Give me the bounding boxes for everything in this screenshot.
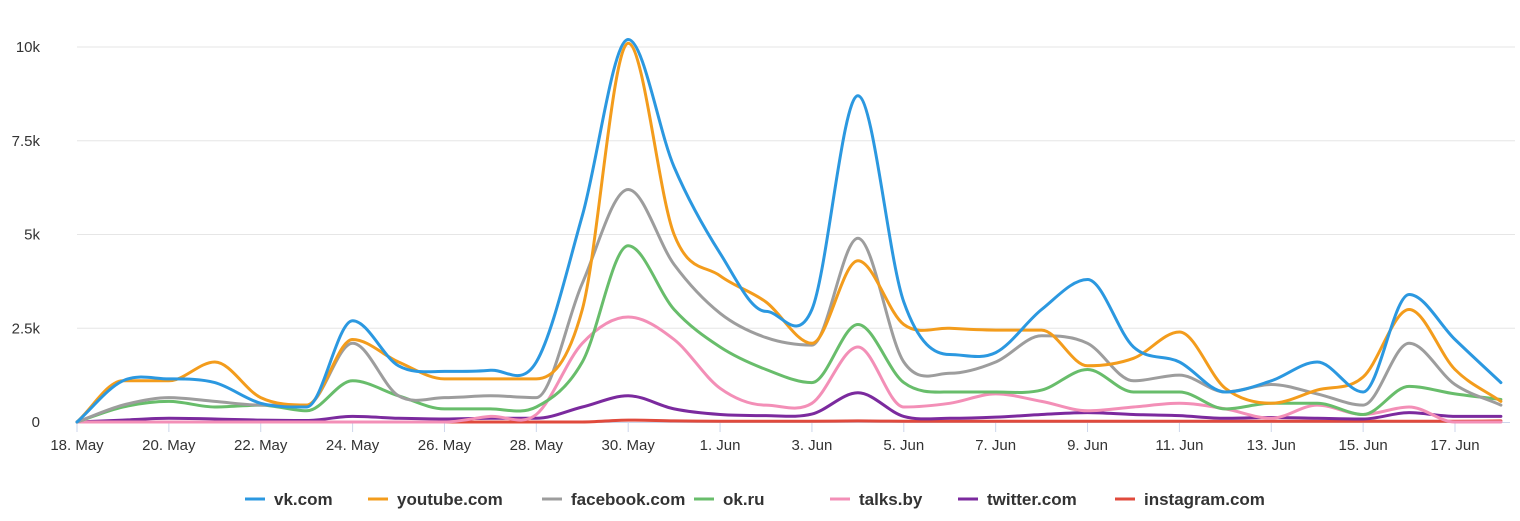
legend-item-youtube-com[interactable]: youtube.com xyxy=(368,490,503,509)
legend-item-twitter-com[interactable]: twitter.com xyxy=(958,490,1077,509)
x-tick-label: 7. Jun xyxy=(975,437,1016,454)
x-axis: 18. May 20. May 22. May 24. May 26. May 28. M… xyxy=(50,422,1510,454)
x-tick-label: 28. May xyxy=(510,437,564,454)
x-tick-label: 13. Jun xyxy=(1247,437,1296,454)
x-tick-label: 1. Jun xyxy=(700,437,741,454)
legend-item-facebook-com[interactable]: facebook.com xyxy=(542,490,685,509)
legend-label: talks.by xyxy=(859,490,923,509)
legend-label: ok.ru xyxy=(723,490,765,509)
y-tick-label: 7.5k xyxy=(12,133,41,150)
x-tick-label: 3. Jun xyxy=(791,437,832,454)
x-tick-label: 15. Jun xyxy=(1339,437,1388,454)
grid xyxy=(77,46,1515,329)
x-tick-label: 5. Jun xyxy=(883,437,924,454)
x-tick-label: 9. Jun xyxy=(1067,437,1108,454)
legend-item-ok-ru[interactable]: ok.ru xyxy=(694,490,765,509)
legend-label: youtube.com xyxy=(397,490,503,509)
x-tick-label: 18. May xyxy=(50,437,104,454)
x-tick-label: 20. May xyxy=(142,437,196,454)
x-tick-label: 26. May xyxy=(418,437,472,454)
legend-item-talks-by[interactable]: talks.by xyxy=(830,490,923,509)
series-lines xyxy=(75,38,1503,424)
legend: vk.com youtube.com facebook.com ok.ru talks.… xyxy=(245,490,1265,509)
y-tick-label: 2.5k xyxy=(12,320,41,337)
x-tick-label: 11. Jun xyxy=(1155,437,1203,454)
legend-item-instagram-com[interactable]: instagram.com xyxy=(1115,490,1265,509)
legend-label: twitter.com xyxy=(987,490,1077,509)
series-line-ok-ru[interactable] xyxy=(75,244,1503,424)
x-tick-label: 22. May xyxy=(234,437,288,454)
legend-item-vk-com[interactable]: vk.com xyxy=(245,490,333,509)
x-tick-label: 30. May xyxy=(602,437,656,454)
x-tick-label: 17. Jun xyxy=(1430,437,1479,454)
x-tick-label: 24. May xyxy=(326,437,380,454)
y-axis: 0 2.5k 5k 7.5k 10k xyxy=(12,39,41,431)
legend-label: facebook.com xyxy=(571,490,685,509)
legend-label: instagram.com xyxy=(1144,490,1265,509)
series-line-facebook-com[interactable] xyxy=(75,188,1503,424)
y-tick-label: 10k xyxy=(16,39,41,56)
series-line-talks-by[interactable] xyxy=(75,315,1503,424)
series-line-vk-com[interactable] xyxy=(75,38,1503,424)
legend-label: vk.com xyxy=(274,490,333,509)
y-tick-label: 0 xyxy=(32,414,40,431)
series-line-youtube-com[interactable] xyxy=(75,41,1503,424)
y-tick-label: 5k xyxy=(24,227,40,244)
